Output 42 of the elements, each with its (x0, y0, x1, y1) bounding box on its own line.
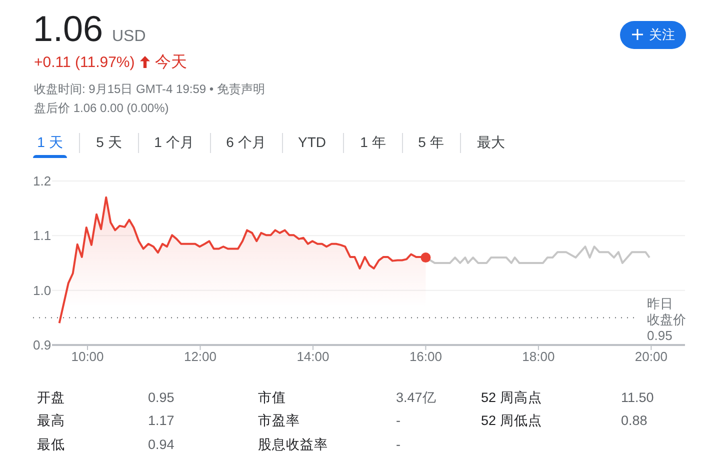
y-tick-label: 0.9 (33, 338, 52, 352)
x-tick-label: 12:00 (184, 349, 217, 364)
x-tick-label: 14:00 (296, 349, 330, 364)
chart-subtitle: USD (112, 27, 146, 47)
text: 0.94 (148, 436, 174, 453)
text: 1.17 (148, 412, 174, 429)
y-tick-label: 1.0 (33, 282, 52, 298)
chart-title: 1.06 (33, 8, 104, 49)
text: - (396, 412, 400, 429)
text: 关注 (649, 27, 675, 43)
text: 0.88 (621, 412, 648, 429)
text: 股息收益率 (258, 436, 328, 453)
text: 市盈率 (258, 412, 300, 429)
text: 5 天 (96, 134, 122, 151)
text: 市值 (258, 389, 286, 406)
text: +0.11 (11.97%) (34, 54, 135, 70)
x-tick-label: 18:00 (522, 349, 555, 364)
text: 最大 (477, 134, 505, 151)
text: 最低 (37, 436, 65, 453)
text: 3.47亿 (396, 389, 436, 406)
x-tick-label: 10:00 (71, 349, 104, 364)
x-tick-label: 20:00 (634, 349, 668, 364)
text: 6 个月 (226, 134, 266, 151)
text: 盘后价 1.06 0.00 (0.00%) (34, 101, 169, 115)
text: 今天 (154, 52, 187, 72)
text: 11.50 (621, 389, 654, 406)
text: 1 个月 (154, 134, 194, 151)
text: 0.95 (148, 389, 174, 406)
text: - (396, 436, 400, 453)
ref-line-label: 昨日收盘价 0.95 (647, 296, 686, 344)
y-tick-label: 1.1 (33, 228, 52, 244)
x-tick-label: 16:00 (409, 349, 442, 364)
text: 1 年 (360, 134, 386, 151)
text: 1 天 (37, 134, 63, 151)
text: 52 周低点 (481, 412, 542, 429)
text: 最高 (37, 412, 65, 429)
text: 5 年 (418, 134, 444, 151)
text: 52 周高点 (481, 389, 542, 406)
y-tick-label: 1.2 (33, 174, 52, 188)
text: 收盘时间: 9月15日 GMT-4 19:59 • 免责声明 (34, 82, 265, 96)
text: 开盘 (37, 389, 65, 406)
text: YTD (298, 134, 326, 151)
